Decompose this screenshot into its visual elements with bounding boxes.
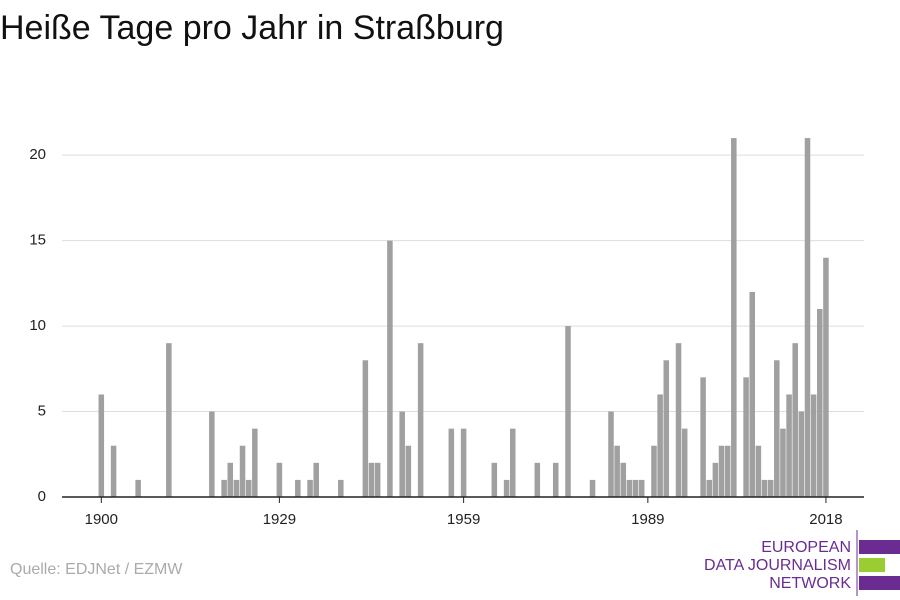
- bar: [700, 377, 706, 497]
- logo-text: EUROPEAN: [761, 539, 851, 556]
- bar: [227, 462, 234, 497]
- bar: [166, 343, 172, 497]
- source: Quelle: EDJNet / EZMW: [10, 561, 183, 578]
- bar: [491, 462, 498, 497]
- bar: [362, 360, 369, 497]
- bar: [620, 462, 627, 497]
- x-tick-label: 1959: [447, 511, 480, 528]
- bar: [761, 479, 768, 497]
- bar: [338, 479, 344, 497]
- bar: [718, 445, 725, 497]
- bar: [749, 291, 755, 497]
- bar: [307, 479, 313, 497]
- bar: [786, 394, 792, 497]
- bar: [767, 479, 774, 497]
- bar: [552, 462, 559, 497]
- bar: [817, 309, 823, 497]
- x-tick-label: 1900: [85, 511, 118, 528]
- bar: [798, 411, 805, 497]
- bar: [657, 394, 663, 497]
- x-tick-label: 1989: [631, 511, 664, 528]
- bar: [731, 138, 737, 497]
- bar: [503, 479, 510, 497]
- bar: [774, 360, 780, 497]
- x-tick-label: 2018: [809, 511, 842, 528]
- bar: [792, 343, 798, 497]
- bar: [724, 445, 731, 497]
- bar: [387, 240, 393, 498]
- bar: [804, 138, 811, 497]
- bar: [221, 479, 227, 497]
- bar: [681, 428, 688, 497]
- chart-title: Heiße Tage pro Jahr in Straßburg: [0, 9, 504, 47]
- bar: [368, 462, 375, 497]
- bar: [626, 479, 633, 497]
- logo: EUROPEAN DATA JOURNALISM NETWORK: [704, 530, 900, 596]
- y-tick-label: 0: [38, 488, 46, 505]
- bar: [245, 479, 252, 497]
- bar: [135, 479, 141, 497]
- bar: [780, 428, 786, 497]
- bar: [374, 462, 381, 497]
- y-tick-label: 10: [29, 317, 46, 334]
- bar: [509, 428, 516, 497]
- bar: [417, 343, 424, 497]
- bar: [743, 377, 749, 497]
- y-tick-label: 15: [29, 232, 46, 249]
- bar: [810, 394, 817, 497]
- bar: [755, 445, 762, 497]
- bar: [565, 326, 571, 497]
- logo-text: NETWORK: [769, 575, 851, 592]
- bar: [534, 462, 541, 497]
- bar: [98, 394, 105, 497]
- bar: [110, 445, 117, 497]
- bar: [651, 445, 657, 497]
- bar: [712, 462, 719, 497]
- bar: [663, 360, 670, 497]
- x-tick-label: 1929: [263, 511, 296, 528]
- logo-text: DATA JOURNALISM: [704, 557, 851, 574]
- bar: [295, 479, 301, 497]
- bar: [675, 343, 682, 497]
- bar: [448, 428, 455, 497]
- bar: [405, 445, 412, 497]
- y-tick-label: 20: [29, 146, 46, 163]
- bar: [706, 479, 713, 497]
- bar: [399, 411, 405, 497]
- bar: [638, 479, 645, 497]
- bar: [233, 479, 240, 497]
- bar: [589, 479, 596, 497]
- bar: [632, 479, 639, 497]
- logo-bar: [859, 558, 885, 572]
- bar: [823, 257, 829, 497]
- y-tick-label: 5: [38, 403, 46, 420]
- bar: [252, 428, 258, 497]
- logo-bar: [859, 540, 900, 554]
- bar: [239, 445, 246, 497]
- bar: [614, 445, 620, 497]
- bar: [276, 462, 283, 497]
- bar: [313, 462, 319, 497]
- bar: [608, 411, 614, 497]
- logo-bar: [859, 576, 900, 590]
- bar: [209, 411, 215, 497]
- bar: [460, 428, 467, 497]
